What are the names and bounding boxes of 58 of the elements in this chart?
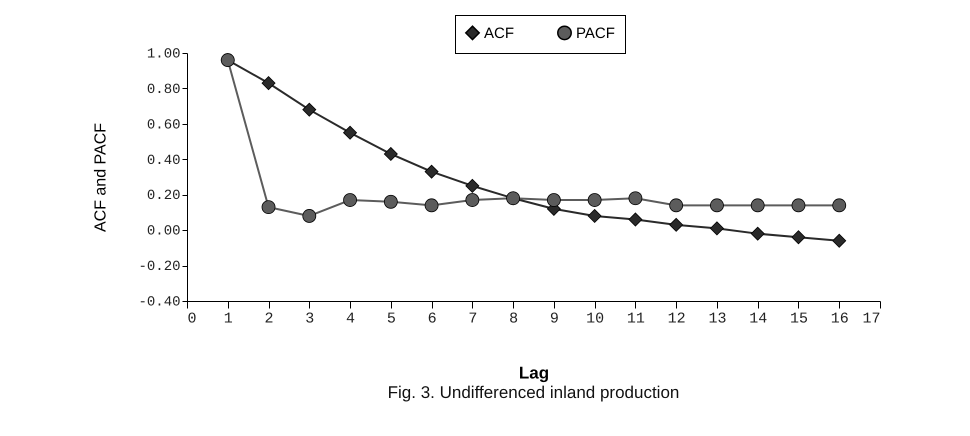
point	[424, 198, 439, 212]
y-tick-label: -0.20	[138, 259, 180, 276]
point	[588, 209, 602, 223]
y-tick-label: 1.00	[146, 46, 180, 62]
point	[588, 193, 602, 207]
x-tick-label: 15	[790, 310, 808, 328]
x-tick-label: 16	[830, 310, 849, 328]
x-tick-label: 2	[264, 310, 274, 328]
point	[750, 198, 765, 212]
x-tick-label: 7	[468, 310, 478, 328]
x-tick-label: 5	[386, 310, 396, 328]
x-tick-label: 17	[862, 310, 880, 328]
point	[628, 191, 642, 206]
x-axis-title: Lag	[518, 364, 550, 382]
point	[669, 198, 684, 212]
x-tick-label: 0	[188, 310, 197, 328]
point	[792, 230, 806, 244]
x-tick-label: 13	[708, 310, 726, 328]
point	[424, 164, 439, 179]
y-tick-label: 0.80	[146, 82, 180, 98]
point	[302, 209, 316, 223]
point	[465, 193, 480, 207]
x-tick-label: 1	[224, 310, 233, 328]
y-tick-label: 0.60	[146, 117, 180, 134]
point	[710, 221, 724, 236]
point	[750, 226, 765, 241]
point	[384, 147, 398, 161]
legend-label: PACF	[576, 24, 615, 42]
x-tick-label: 8	[509, 310, 518, 328]
point	[628, 212, 642, 226]
point	[710, 198, 724, 212]
point	[546, 193, 561, 207]
x-tick-label: 14	[749, 310, 768, 328]
x-tick-label: 11	[626, 310, 645, 328]
caption: Fig. 3. Undifferenced inland production	[388, 383, 680, 402]
point	[262, 76, 276, 90]
point	[343, 193, 357, 207]
y-tick-label: 0.20	[146, 188, 180, 204]
point	[465, 178, 480, 193]
x-tick-label: 12	[668, 310, 686, 328]
y-tick-label: 0.40	[146, 152, 180, 169]
x-tick-label: 6	[428, 310, 437, 328]
y-axis-title: ACF and PACF	[92, 122, 110, 232]
x-tick-label: 4	[346, 310, 356, 328]
point	[384, 194, 398, 209]
point	[343, 126, 357, 140]
point	[262, 200, 276, 214]
x-tick-label: 9	[550, 310, 559, 328]
point	[832, 198, 846, 212]
x-tick-label: 3	[305, 310, 314, 328]
y-tick-label: 0.00	[146, 224, 180, 240]
legend-label: ACF	[484, 24, 514, 42]
x-tick-label: 10	[586, 310, 604, 328]
point	[792, 198, 806, 212]
point	[669, 218, 684, 232]
y-tick-label: -0.40	[138, 294, 180, 310]
point	[832, 234, 846, 248]
point	[302, 102, 316, 117]
